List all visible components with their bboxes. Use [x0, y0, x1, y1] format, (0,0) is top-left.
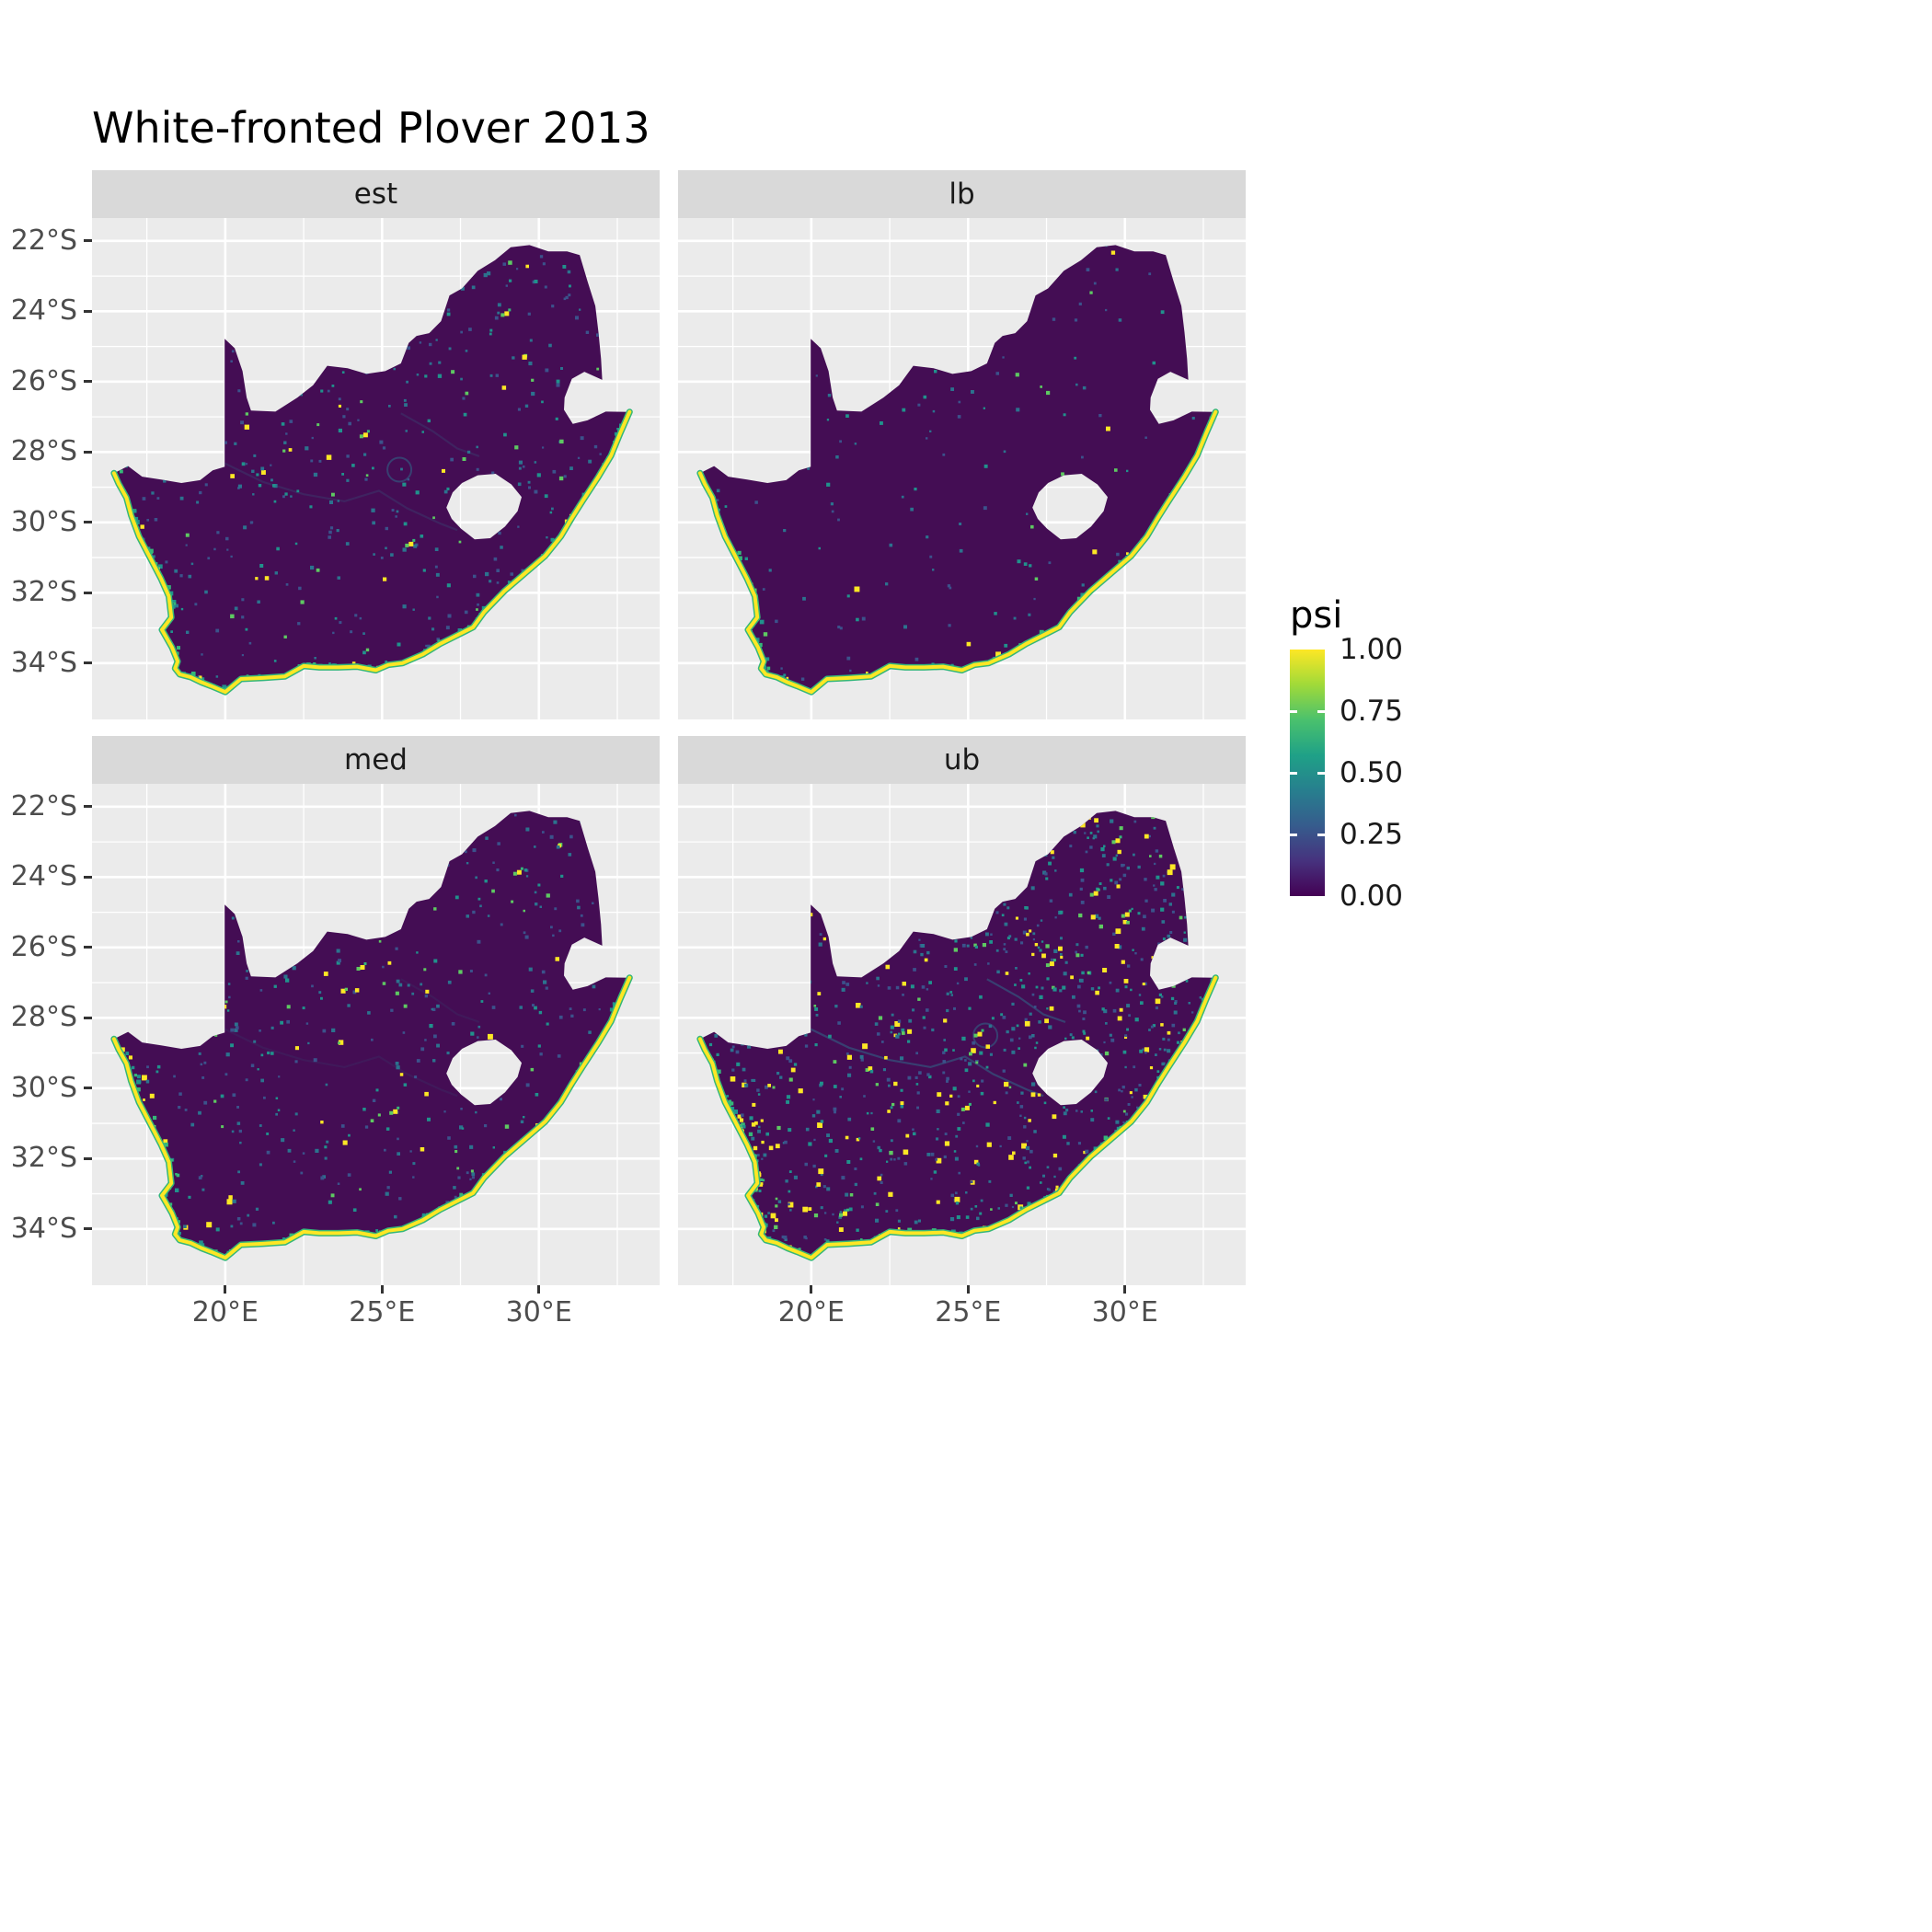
x-axis-tick-label: 20°E [191, 1296, 259, 1328]
y-axis-tick [84, 875, 92, 879]
y-axis-tick [84, 661, 92, 665]
y-axis-tick [84, 805, 92, 809]
legend-colorbar-tick [1290, 771, 1297, 775]
legend-tick-label: 0.75 [1340, 695, 1404, 728]
y-axis-tick-label: 24°S [10, 294, 77, 328]
y-axis-tick [84, 521, 92, 524]
facet-strip-label: lb [949, 178, 975, 211]
hotspot-cell [360, 965, 365, 970]
facet-strip-label: ub [943, 743, 981, 776]
y-axis-tick [84, 1156, 92, 1160]
map-panel-est [92, 218, 660, 719]
legend-colorbar-tick [1317, 709, 1325, 713]
map-panel-ub [678, 784, 1246, 1285]
legend-colorbar-tick [1317, 833, 1325, 836]
map-panel-med [92, 784, 660, 1285]
x-axis-tick [380, 1285, 384, 1294]
hotspot-cell [1093, 891, 1098, 896]
hotspot-cell [504, 311, 510, 316]
hotspot-cell [408, 541, 414, 546]
x-axis-tick [224, 1285, 227, 1294]
y-axis-tick-label: 28°S [10, 1001, 77, 1034]
x-axis-tick [537, 1285, 541, 1294]
coastline-yellow-fringe [697, 409, 1218, 695]
hotspot-cell [1049, 961, 1054, 967]
y-axis-tick-label: 30°S [10, 505, 77, 538]
hotspot-cell [964, 1105, 970, 1110]
map-svg-ub [678, 784, 1246, 1285]
y-axis-tick [84, 239, 92, 243]
legend-tick-label: 0.00 [1340, 880, 1404, 913]
south-africa-region [699, 245, 1216, 693]
legend-tick-label: 1.00 [1340, 633, 1404, 666]
legend-title: psi [1290, 594, 1343, 637]
y-axis-tick-label: 24°S [10, 860, 77, 893]
y-axis-tick [84, 380, 92, 384]
y-axis-tick-label: 28°S [10, 435, 77, 468]
legend-colorbar-tick [1317, 771, 1325, 775]
map-panel-lb [678, 218, 1246, 719]
river-line [224, 1028, 458, 1098]
hotspot-cell [843, 1211, 847, 1216]
y-axis-tick [84, 309, 92, 313]
y-axis-tick-label: 22°S [10, 224, 77, 257]
x-axis-tick-label: 20°E [777, 1296, 845, 1328]
y-axis-tick [84, 1227, 92, 1231]
y-axis-tick [84, 1016, 92, 1019]
facet-strip-label: est [353, 178, 398, 211]
y-axis-tick-label: 22°S [10, 789, 77, 822]
y-axis-tick [84, 946, 92, 949]
y-axis-tick-label: 32°S [10, 1142, 77, 1175]
y-axis-tick-label: 26°S [10, 364, 77, 397]
map-svg-lb [678, 218, 1246, 719]
legend-tick-label: 0.50 [1340, 756, 1404, 789]
facet-strip-med: med [92, 736, 660, 784]
y-axis-tick-label: 34°S [10, 646, 77, 679]
river-line [810, 1028, 1044, 1098]
x-axis-tick [1123, 1285, 1127, 1294]
river-line [986, 978, 1066, 1023]
x-axis-tick-label: 25°E [349, 1296, 416, 1328]
map-svg-est [92, 218, 660, 719]
hotspot-cell [362, 432, 368, 438]
y-axis-tick-label: 30°S [10, 1071, 77, 1104]
coastline-yellow-fringe [111, 975, 632, 1260]
river-line [400, 978, 480, 1023]
south-africa-region [699, 811, 1216, 1259]
hotspot-cell [516, 869, 522, 875]
y-axis-tick-label: 26°S [10, 930, 77, 963]
x-axis-tick-label: 30°E [505, 1296, 572, 1328]
hotspot-cell [1124, 912, 1130, 917]
river-line [224, 462, 458, 532]
south-africa-region [113, 811, 630, 1259]
y-axis-tick [84, 1087, 92, 1090]
facet-strip-lb: lb [678, 170, 1246, 218]
legend-colorbar-tick [1290, 833, 1297, 836]
facet-strip-est: est [92, 170, 660, 218]
coastline-yellow-fringe [111, 409, 632, 695]
coastline-yellow-fringe [697, 975, 1218, 1260]
x-axis-tick-label: 30°E [1091, 1296, 1158, 1328]
ring-pattern [972, 1022, 999, 1049]
map-svg-med [92, 784, 660, 1285]
ring-pattern [386, 456, 413, 483]
facet-strip-label: med [344, 743, 408, 776]
y-axis-tick-label: 32°S [10, 576, 77, 609]
legend-tick-label: 0.25 [1340, 818, 1404, 851]
hotspot-cell [977, 1031, 983, 1037]
legend-colorbar-tick [1290, 709, 1297, 713]
facet-strip-ub: ub [678, 736, 1246, 784]
x-axis-tick-label: 25°E [935, 1296, 1002, 1328]
hotspot-cell [393, 1109, 398, 1114]
hotspot-cell [1115, 838, 1121, 844]
x-axis-tick [966, 1285, 970, 1294]
x-axis-tick [810, 1285, 813, 1294]
figure-title: White-fronted Plover 2013 [92, 103, 650, 153]
y-axis-tick [84, 591, 92, 594]
y-axis-tick [84, 450, 92, 454]
y-axis-tick-label: 34°S [10, 1212, 77, 1245]
